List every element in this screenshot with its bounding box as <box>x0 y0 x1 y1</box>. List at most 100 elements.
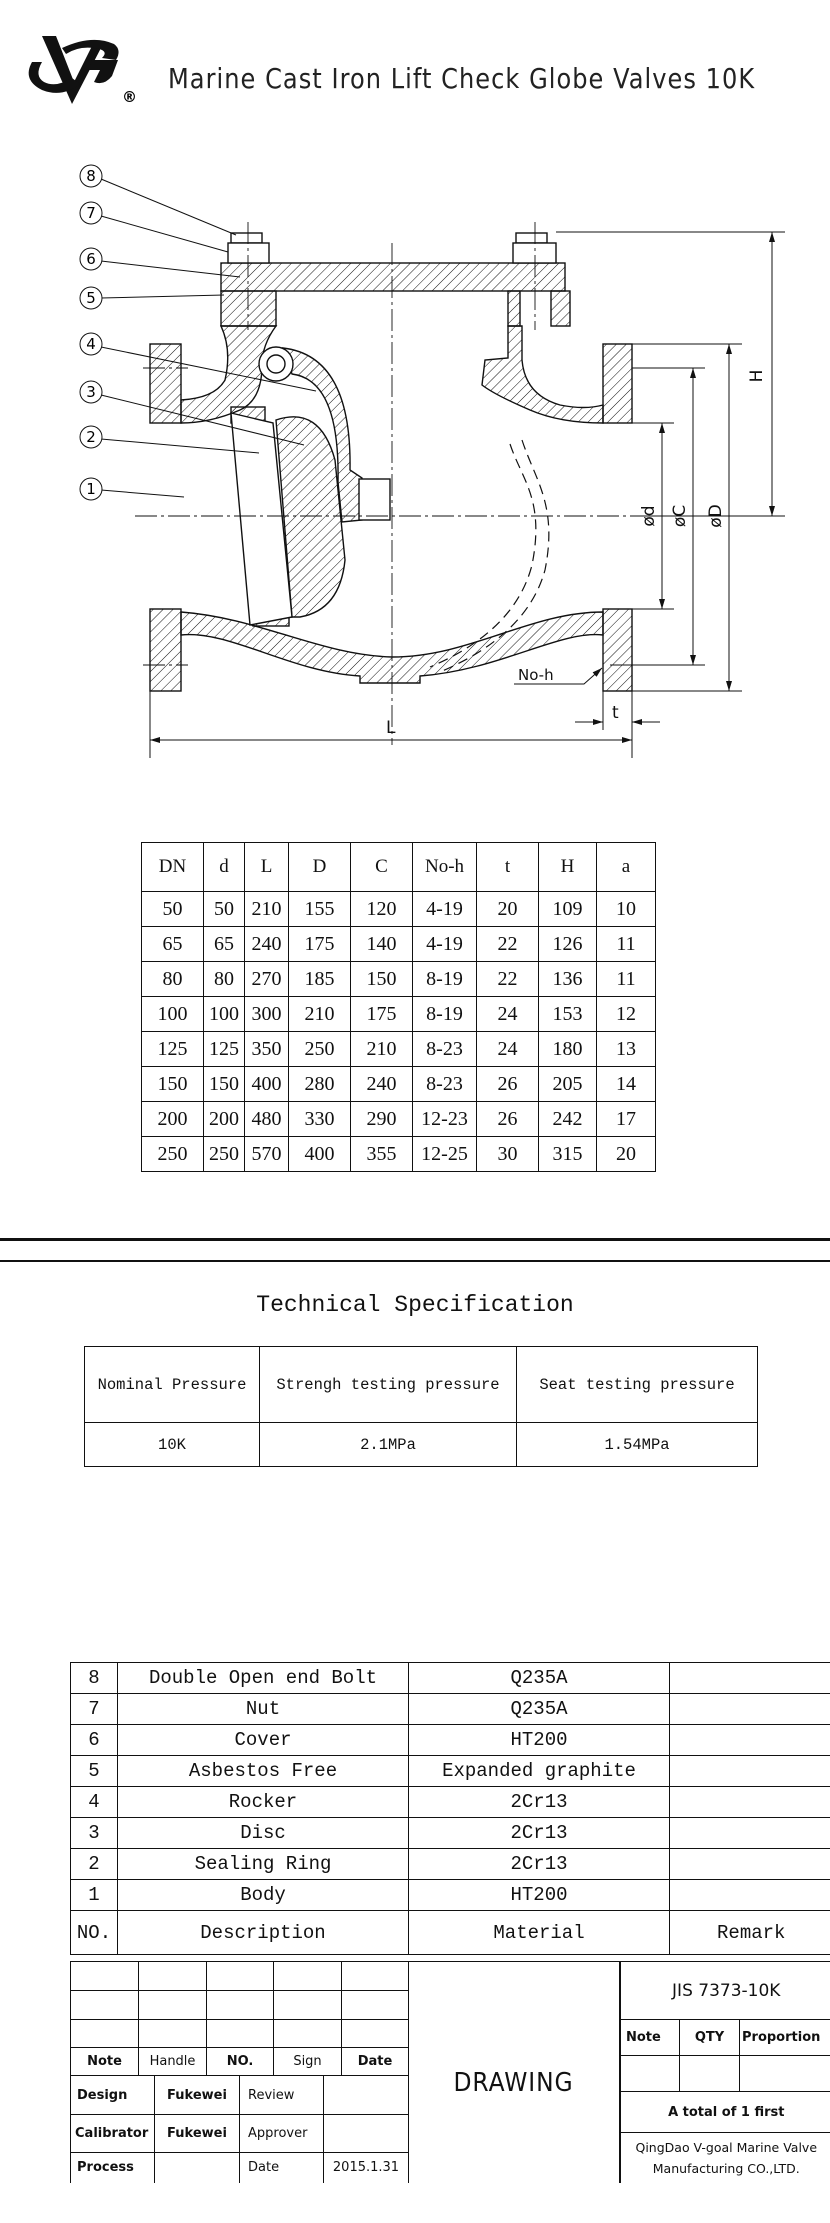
dimension-table-row: 125 125 350 250 210 8-23 24 180 13 <box>141 1031 656 1067</box>
rocker-nut <box>358 478 391 521</box>
callout-8: 8 <box>79 164 103 188</box>
drawing-label: DRAWING <box>453 2068 574 2098</box>
table-cell: 250 <box>288 1031 351 1067</box>
table-cell: 315 <box>538 1136 597 1172</box>
svg-text:8: 8 <box>86 167 96 185</box>
info-header: Note <box>619 2019 680 2056</box>
table-cell: 153 <box>538 996 597 1032</box>
spec-table: Nominal Pressure Strengh testing pressur… <box>84 1346 758 1467</box>
callout-6: 6 <box>79 247 103 271</box>
callout-leaders <box>100 178 317 498</box>
svg-text:2: 2 <box>86 428 96 446</box>
review-label: Review <box>239 2075 324 2115</box>
part-material: Expanded graphite <box>408 1755 670 1787</box>
design-label: Design <box>70 2075 155 2115</box>
table-cell: 20 <box>476 891 539 927</box>
table-cell: 50 <box>141 891 204 927</box>
part-remark <box>669 1848 830 1880</box>
table-cell: 4-19 <box>412 891 477 927</box>
disc-holder-part <box>275 416 346 618</box>
date-value: 2015.1.31 <box>323 2152 409 2183</box>
table-cell: 10 <box>596 891 656 927</box>
svg-text:3: 3 <box>86 383 96 401</box>
table-cell: 22 <box>476 926 539 962</box>
dimension-table-header: DN d L D C No-h t H a <box>141 842 656 892</box>
section-divider-thin <box>0 1260 830 1262</box>
table-cell: 480 <box>244 1101 289 1137</box>
part-description: Sealing Ring <box>117 1848 409 1880</box>
part-material: 2Cr13 <box>408 1848 670 1880</box>
table-cell: 330 <box>288 1101 351 1137</box>
col-header: C <box>350 842 413 892</box>
rev-header: Note <box>70 2047 139 2076</box>
part-no: 7 <box>70 1693 118 1725</box>
part-description: Body <box>117 1879 409 1911</box>
bolt-nut-right <box>512 242 557 264</box>
table-cell: 210 <box>288 996 351 1032</box>
calibrator-label: Calibrator <box>70 2114 155 2153</box>
label-t: t <box>612 703 619 723</box>
company-line-2: Manufacturing CO.,LTD. <box>652 2160 800 2176</box>
dimension-table-row: 250 250 570 400 355 12-25 30 315 20 <box>141 1136 656 1172</box>
rev-header: Sign <box>273 2047 342 2076</box>
table-cell: 65 <box>203 926 245 962</box>
table-cell: 210 <box>244 891 289 927</box>
table-cell: 11 <box>596 961 656 997</box>
part-no: 4 <box>70 1786 118 1818</box>
parts-table-header: NO. Description Material Remark <box>70 1910 830 1955</box>
table-cell: 570 <box>244 1136 289 1172</box>
table-cell: 240 <box>350 1066 413 1102</box>
table-cell: 155 <box>288 891 351 927</box>
table-cell: 200 <box>203 1101 245 1137</box>
table-cell: 14 <box>596 1066 656 1102</box>
col-header: Material <box>408 1910 670 1955</box>
table-cell: 126 <box>538 926 597 962</box>
callout-3: 3 <box>79 380 103 404</box>
part-no: 3 <box>70 1817 118 1849</box>
parts-row: 2 Sealing Ring 2Cr13 <box>70 1848 830 1880</box>
col-header: t <box>476 842 539 892</box>
label-noh: No-h <box>518 666 554 684</box>
label-L: L <box>386 718 396 738</box>
spec-title: Technical Specification <box>256 1292 574 1318</box>
company-name: QingDao V-goal Marine Valve Manufacturin… <box>618 2132 830 2183</box>
table-cell: 400 <box>288 1136 351 1172</box>
dimension-table: DN d L D C No-h t H a 50 50 210 155 120 4-19 2… <box>141 842 656 1172</box>
table-cell: 400 <box>244 1066 289 1102</box>
table-cell: 12 <box>596 996 656 1032</box>
label-d: ød <box>639 505 659 526</box>
table-cell: 210 <box>350 1031 413 1067</box>
parts-row: 1 Body HT200 <box>70 1879 830 1911</box>
table-cell: 280 <box>288 1066 351 1102</box>
revision-block: Note Handle NO. Sign Date <box>70 1961 409 2076</box>
table-cell: 8-19 <box>412 996 477 1032</box>
info-block: JIS 7373-10K Note QTY Proportion A total… <box>618 1961 830 2183</box>
cover-part <box>220 262 566 292</box>
svg-text:6: 6 <box>86 250 96 268</box>
table-cell: 180 <box>538 1031 597 1067</box>
process-label: Process <box>70 2152 155 2183</box>
label-C: øC <box>670 505 690 527</box>
parts-row: 7 Nut Q235A <box>70 1693 830 1725</box>
parts-row: 3 Disc 2Cr13 <box>70 1817 830 1849</box>
part-remark <box>669 1786 830 1818</box>
design-name: Fukewei <box>154 2075 240 2115</box>
table-cell: 4-19 <box>412 926 477 962</box>
table-cell: 125 <box>141 1031 204 1067</box>
table-cell: 65 <box>141 926 204 962</box>
spec-header: Nominal Pressure <box>84 1346 260 1423</box>
section-divider-thick <box>0 1238 830 1241</box>
part-material: Q235A <box>408 1693 670 1725</box>
table-cell: 17 <box>596 1101 656 1137</box>
table-cell: 30 <box>476 1136 539 1172</box>
dimension-table-row: 100 100 300 210 175 8-19 24 153 12 <box>141 996 656 1032</box>
part-material: HT200 <box>408 1724 670 1756</box>
part-no: 5 <box>70 1755 118 1787</box>
table-cell: 175 <box>288 926 351 962</box>
callout-4: 4 <box>79 332 103 356</box>
callout-5: 5 <box>79 286 103 310</box>
table-cell: 185 <box>288 961 351 997</box>
part-description: Nut <box>117 1693 409 1725</box>
table-cell: 150 <box>141 1066 204 1102</box>
bolt-nut-left <box>227 242 270 264</box>
